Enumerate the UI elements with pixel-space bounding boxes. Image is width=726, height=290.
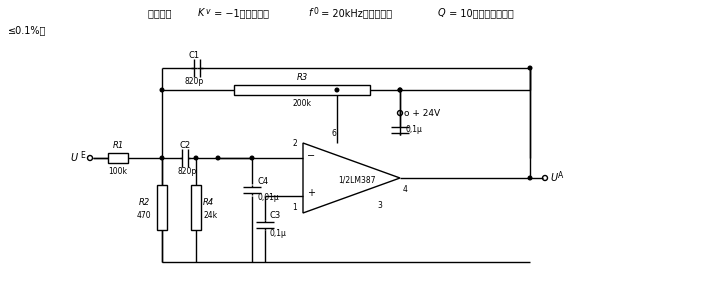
Text: 4: 4 [403,186,408,195]
Text: 100k: 100k [108,166,128,175]
Bar [108,153,128,163]
Text: = 10，波形失真系数: = 10，波形失真系数 [446,8,514,18]
Text: f: f [308,8,311,18]
Text: 6: 6 [332,128,336,137]
Text: C1: C1 [189,52,200,61]
Text: o + 24V: o + 24V [404,108,440,117]
Text: K: K [198,8,205,18]
Text: 电路增益: 电路增益 [148,8,175,18]
Text: E: E [80,151,85,160]
Text: 3: 3 [378,200,383,209]
Circle shape [216,156,220,160]
Text: 820p: 820p [184,77,203,86]
Circle shape [398,88,401,92]
Text: C2: C2 [179,142,190,151]
Text: ≤0.1%。: ≤0.1%。 [8,25,46,35]
Text: Q: Q [438,8,446,18]
Text: = −1，中心频率: = −1，中心频率 [211,8,272,18]
Circle shape [194,156,197,160]
Text: R1: R1 [113,142,123,151]
Text: C3: C3 [270,211,281,220]
Text: 0,01μ: 0,01μ [257,193,279,202]
Text: U: U [70,153,77,163]
Circle shape [529,176,532,180]
Text: 0,1μ: 0,1μ [270,229,287,238]
Text: R2: R2 [139,198,150,207]
Text: A: A [558,171,563,180]
Text: = 20kHz，品质因数: = 20kHz，品质因数 [318,8,395,18]
Text: R3: R3 [296,73,308,82]
Text: 820p: 820p [177,166,197,175]
Text: v: v [205,6,210,15]
Circle shape [398,88,401,92]
Bar [234,85,370,95]
Circle shape [250,156,254,160]
Bar [157,185,167,230]
Text: 470: 470 [136,211,151,220]
Circle shape [529,66,532,70]
Text: 24k: 24k [203,211,217,220]
Circle shape [160,156,164,160]
Text: +: + [307,188,315,198]
Text: −: − [307,151,315,161]
Text: U: U [550,173,557,183]
Text: 1/2LM387: 1/2LM387 [338,175,375,184]
Text: 0,1μ: 0,1μ [405,126,422,135]
Text: 200k: 200k [293,99,311,108]
Circle shape [335,88,339,92]
Text: C4: C4 [257,177,268,186]
Text: 2: 2 [293,139,298,148]
Text: 1: 1 [293,203,298,212]
Text: 0: 0 [313,6,318,15]
Bar [191,185,201,230]
Circle shape [160,88,164,92]
Text: R4: R4 [203,198,214,207]
